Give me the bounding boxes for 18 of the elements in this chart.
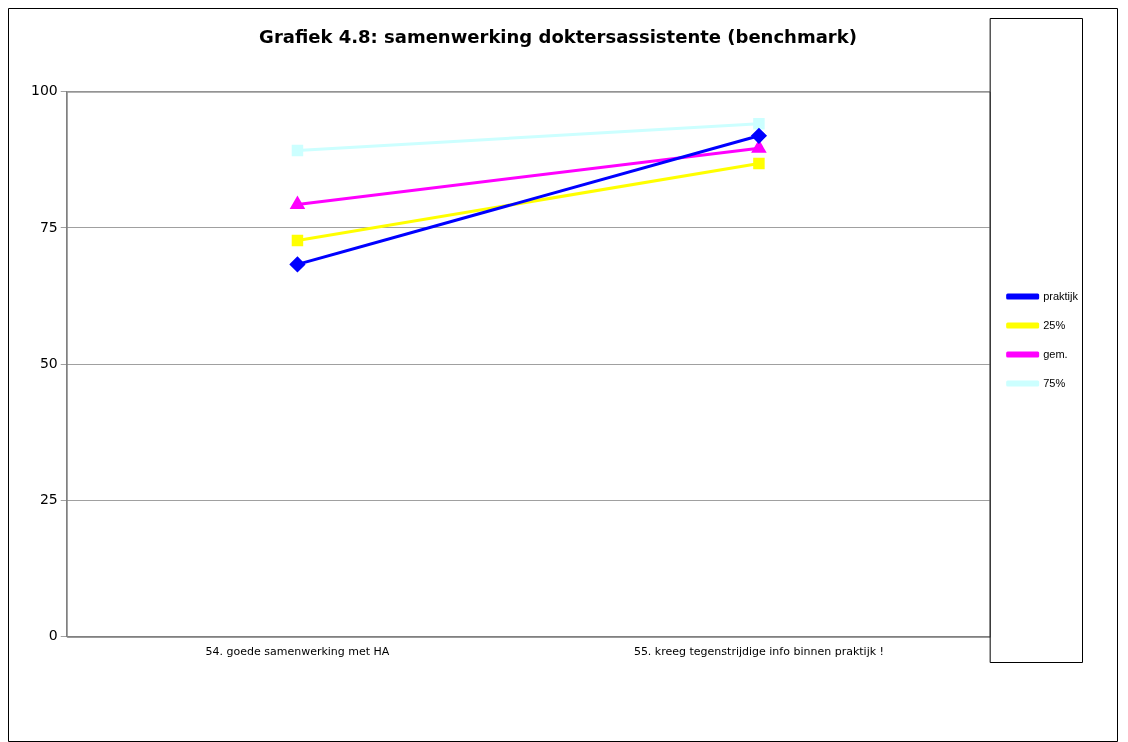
point [291, 144, 304, 157]
point [753, 157, 765, 170]
point [753, 118, 765, 130]
point [751, 128, 767, 144]
y-tick-label: 100 [30, 82, 58, 99]
legend-label: 25% [1043, 318, 1066, 331]
y-tick-label: 50 [39, 354, 58, 371]
legend-label: praktijk [1043, 289, 1079, 302]
point [291, 234, 304, 247]
point [289, 256, 305, 272]
y-tick-label: 0 [48, 627, 58, 644]
x-tick-label: 54. goede samenwerking met HA [205, 645, 390, 659]
legend-label: gem. [1043, 347, 1068, 360]
y-tick-label: 25 [39, 491, 58, 508]
legend-label: 75% [1043, 376, 1066, 389]
x-tick-label: 55. kreeg tegenstrijdige info binnen praktijk ! [633, 645, 884, 659]
y-tick-label: 75 [39, 218, 58, 235]
chart-title: Grafiek 4.8: samenwerking doktersassistente (benchmark) [259, 26, 857, 48]
